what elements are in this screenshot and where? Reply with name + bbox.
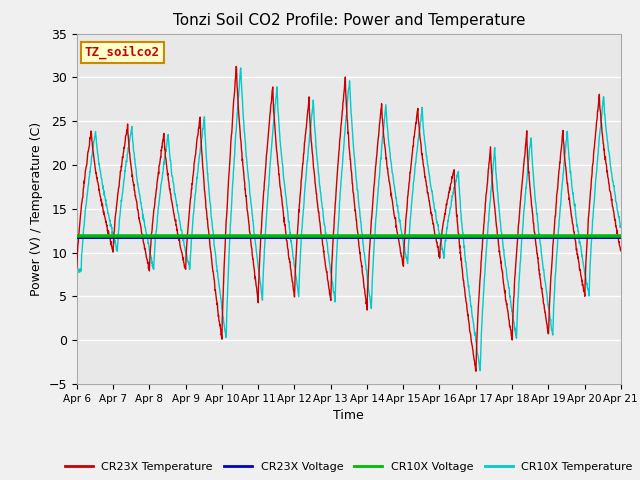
- Title: Tonzi Soil CO2 Profile: Power and Temperature: Tonzi Soil CO2 Profile: Power and Temper…: [173, 13, 525, 28]
- X-axis label: Time: Time: [333, 409, 364, 422]
- Y-axis label: Power (V) / Temperature (C): Power (V) / Temperature (C): [30, 122, 43, 296]
- Legend: CR23X Temperature, CR23X Voltage, CR10X Voltage, CR10X Temperature: CR23X Temperature, CR23X Voltage, CR10X …: [60, 457, 637, 477]
- Text: TZ_soilco2: TZ_soilco2: [85, 46, 160, 59]
